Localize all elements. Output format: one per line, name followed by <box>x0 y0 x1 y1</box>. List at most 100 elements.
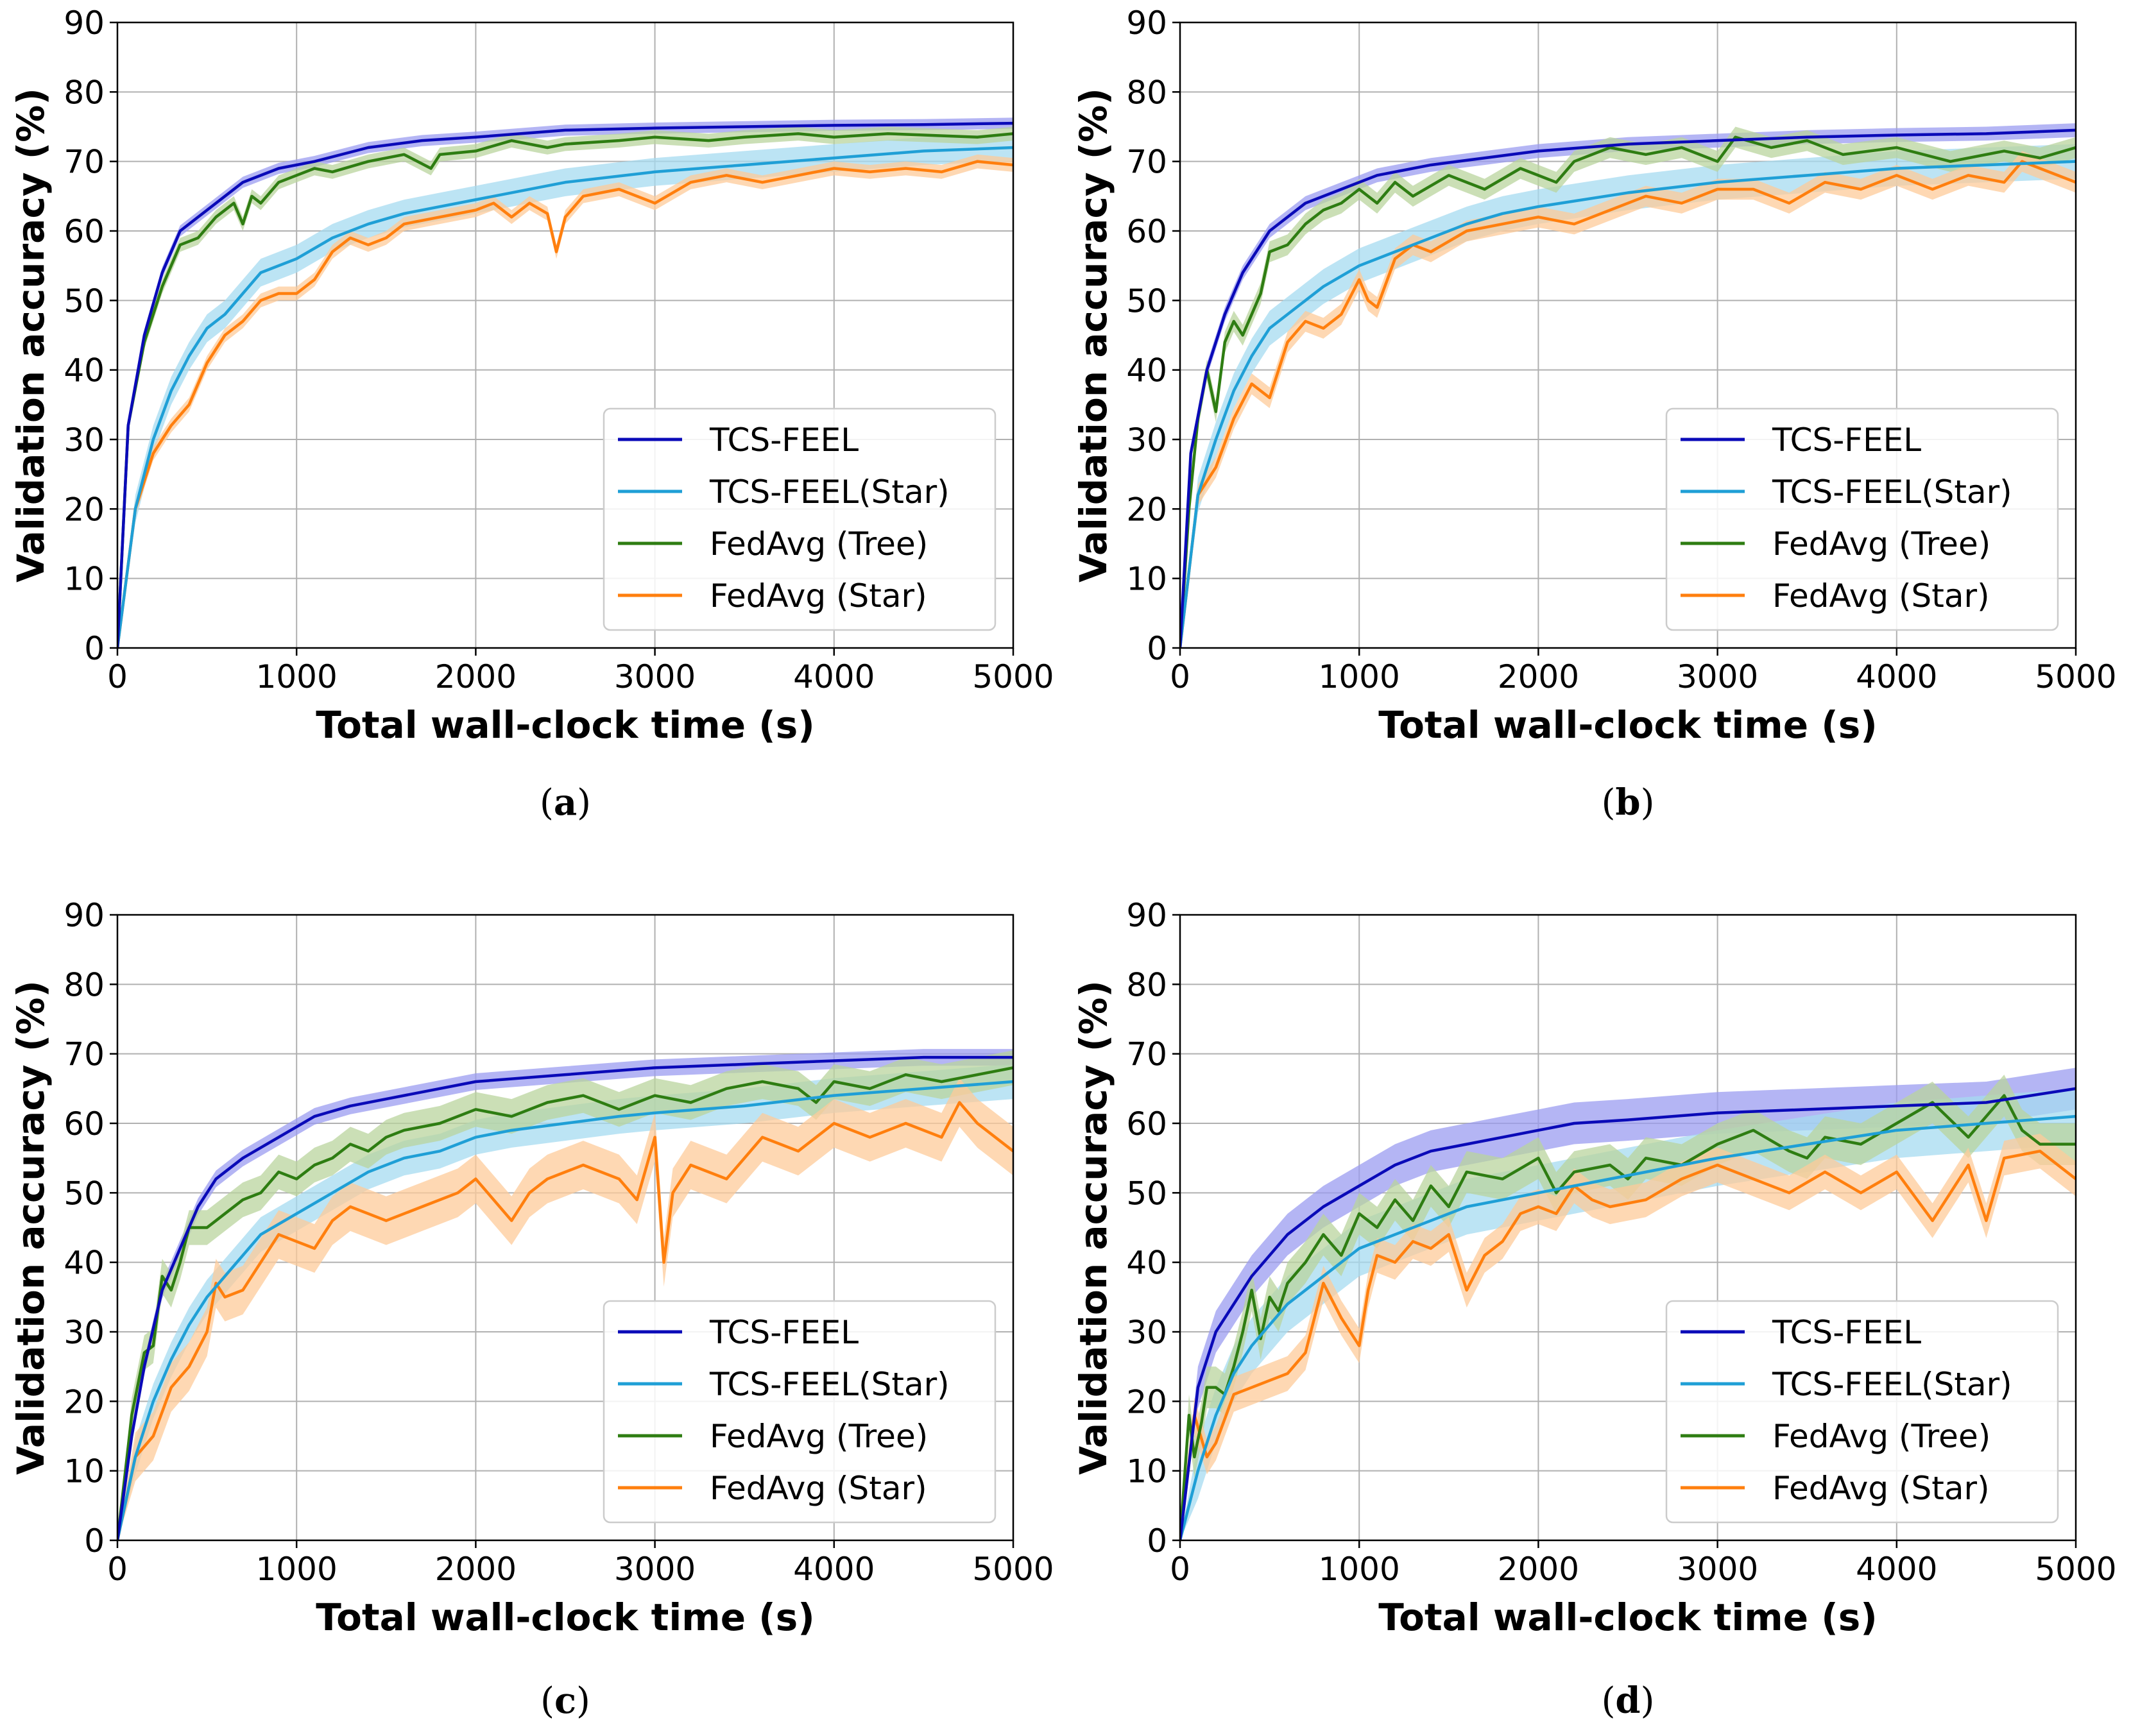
plot-frame <box>116 21 1014 649</box>
y-tick-label: 0 <box>84 630 105 667</box>
legend-box <box>603 407 997 631</box>
y-tick-label: 30 <box>64 421 105 459</box>
series-line-tcs-feel <box>1180 128 2076 648</box>
series-band-fedavg-star- <box>117 1078 1013 1540</box>
y-tick-label: 20 <box>1126 491 1167 528</box>
plot-frame <box>1179 914 2077 1542</box>
series-line-fedavg-star- <box>117 160 1013 648</box>
y-tick-label: 30 <box>64 1314 105 1351</box>
y-tick-label: 10 <box>1126 1453 1167 1490</box>
x-tick-label: 2000 <box>1498 1551 1579 1588</box>
y-tick-label: 80 <box>64 966 105 1003</box>
panel-caption: (c) <box>540 1680 590 1722</box>
y-tick-label: 20 <box>64 1383 105 1420</box>
legend-label: TCS-FEEL <box>709 1314 859 1351</box>
panel-caption: (a) <box>540 781 591 824</box>
legend-box <box>1665 407 2059 631</box>
y-tick-label: 90 <box>1126 4 1167 42</box>
x-tick-label: 3000 <box>614 1551 696 1588</box>
series-line-tcs-feel-star- <box>117 146 1013 648</box>
y-tick-label: 90 <box>64 4 105 42</box>
y-tick-label: 0 <box>84 1522 105 1560</box>
series-line-tcs-feel-star- <box>117 1080 1013 1540</box>
y-tick-label: 0 <box>1147 630 1167 667</box>
x-tick-label: 1000 <box>1319 1551 1400 1588</box>
x-tick-label: 3000 <box>614 658 696 695</box>
y-tick-label: 80 <box>64 74 105 111</box>
series-line-tcs-feel <box>117 121 1013 648</box>
legend-label: FedAvg (Star) <box>710 1470 927 1507</box>
legend: TCS-FEEL TCS-FEEL(Star) FedAvg (Tree) FedAv… <box>603 1300 997 1524</box>
x-axis-title: Total wall-clock time (s) <box>1378 1596 1878 1639</box>
x-axis-title: Total wall-clock time (s) <box>1378 703 1878 747</box>
plot-frame <box>116 914 1014 1542</box>
legend-label: TCS-FEEL <box>709 421 859 459</box>
series-group <box>117 117 1013 648</box>
legend-label: FedAvg (Tree) <box>1772 1418 1990 1455</box>
legend-label: FedAvg (Tree) <box>710 525 928 563</box>
series-band-fedavg-star- <box>1180 1134 2076 1540</box>
series-line-tcs-feel-star- <box>1180 160 2076 648</box>
legend-label: TCS-FEEL(Star) <box>1772 1366 2012 1403</box>
series-group <box>1180 1068 2076 1540</box>
series-line-fedavg-tree- <box>117 1066 1013 1540</box>
legend-label: FedAvg (Star) <box>710 577 927 615</box>
y-axis-title: Validation accuracy (%) <box>9 88 53 583</box>
chart-panel-c: 0 1000 2000 3000 4000 5000 0 10 20 30 40 50 60 70 80 90… <box>9 897 1054 1722</box>
y-tick-label: 30 <box>1126 1314 1167 1351</box>
x-tick-label: 2000 <box>435 658 517 695</box>
x-tick-label: 4000 <box>1856 1551 1937 1588</box>
x-tick-label: 3000 <box>1677 1551 1758 1588</box>
series-line-fedavg-tree- <box>1180 135 2076 648</box>
x-tick-label: 3000 <box>1677 658 1758 695</box>
x-tick-label: 2000 <box>1498 658 1579 695</box>
y-tick-label: 30 <box>1126 421 1167 459</box>
panel-caption-letter: c <box>554 1680 576 1722</box>
y-tick-label: 50 <box>64 1175 105 1212</box>
legend-label: FedAvg (Tree) <box>1772 525 1990 563</box>
y-tick-label: 20 <box>64 491 105 528</box>
x-tick-label: 1000 <box>256 1551 338 1588</box>
legend-label: FedAvg (Star) <box>1772 577 1990 615</box>
x-tick-label: 4000 <box>1856 658 1937 695</box>
x-tick-label: 0 <box>1170 658 1190 695</box>
y-tick-label: 60 <box>64 1105 105 1143</box>
x-tick-label: 4000 <box>793 1551 875 1588</box>
x-tick-label: 1000 <box>1319 658 1400 695</box>
y-tick-label: 90 <box>1126 897 1167 934</box>
y-tick-label: 80 <box>1126 966 1167 1003</box>
x-tick-label: 1000 <box>256 658 338 695</box>
legend-label: TCS-FEEL <box>1772 421 1921 459</box>
legend-label: FedAvg (Tree) <box>710 1418 928 1455</box>
series-line-fedavg-tree- <box>117 132 1013 648</box>
y-tick-label: 40 <box>1126 1245 1167 1282</box>
series-line-fedavg-star- <box>117 1101 1013 1540</box>
y-tick-label: 60 <box>1126 213 1167 250</box>
x-tick-label: 0 <box>1170 1551 1190 1588</box>
legend: TCS-FEEL TCS-FEEL(Star) FedAvg (Tree) FedAv… <box>1665 407 2059 631</box>
x-tick-label: 5000 <box>972 658 1054 695</box>
series-line-fedavg-star- <box>1180 160 2076 648</box>
y-tick-label: 40 <box>64 1245 105 1282</box>
legend: TCS-FEEL TCS-FEEL(Star) FedAvg (Tree) FedAv… <box>1665 1300 2059 1524</box>
panel-caption: (d) <box>1602 1680 1655 1722</box>
plot-frame <box>1179 21 2077 649</box>
series-band-fedavg-tree- <box>1180 1075 2076 1540</box>
panel-caption-letter: a <box>554 781 577 824</box>
series-line-tcs-feel <box>1180 1087 2076 1540</box>
series-group <box>117 1049 1013 1540</box>
panel-caption-letter: d <box>1615 1680 1640 1722</box>
series-group <box>1180 123 2076 648</box>
y-tick-label: 20 <box>1126 1383 1167 1420</box>
x-tick-label: 5000 <box>972 1551 1054 1588</box>
x-axis-title: Total wall-clock time (s) <box>316 1596 815 1639</box>
x-tick-label: 5000 <box>2035 658 2116 695</box>
y-tick-label: 70 <box>1126 1036 1167 1073</box>
legend-box <box>1665 1300 2059 1524</box>
series-line-tcs-feel-star- <box>1180 1114 2076 1540</box>
legend-label: TCS-FEEL(Star) <box>709 1366 950 1403</box>
x-tick-label: 0 <box>107 658 128 695</box>
legend-box <box>603 1300 997 1524</box>
y-tick-label: 70 <box>64 1036 105 1073</box>
